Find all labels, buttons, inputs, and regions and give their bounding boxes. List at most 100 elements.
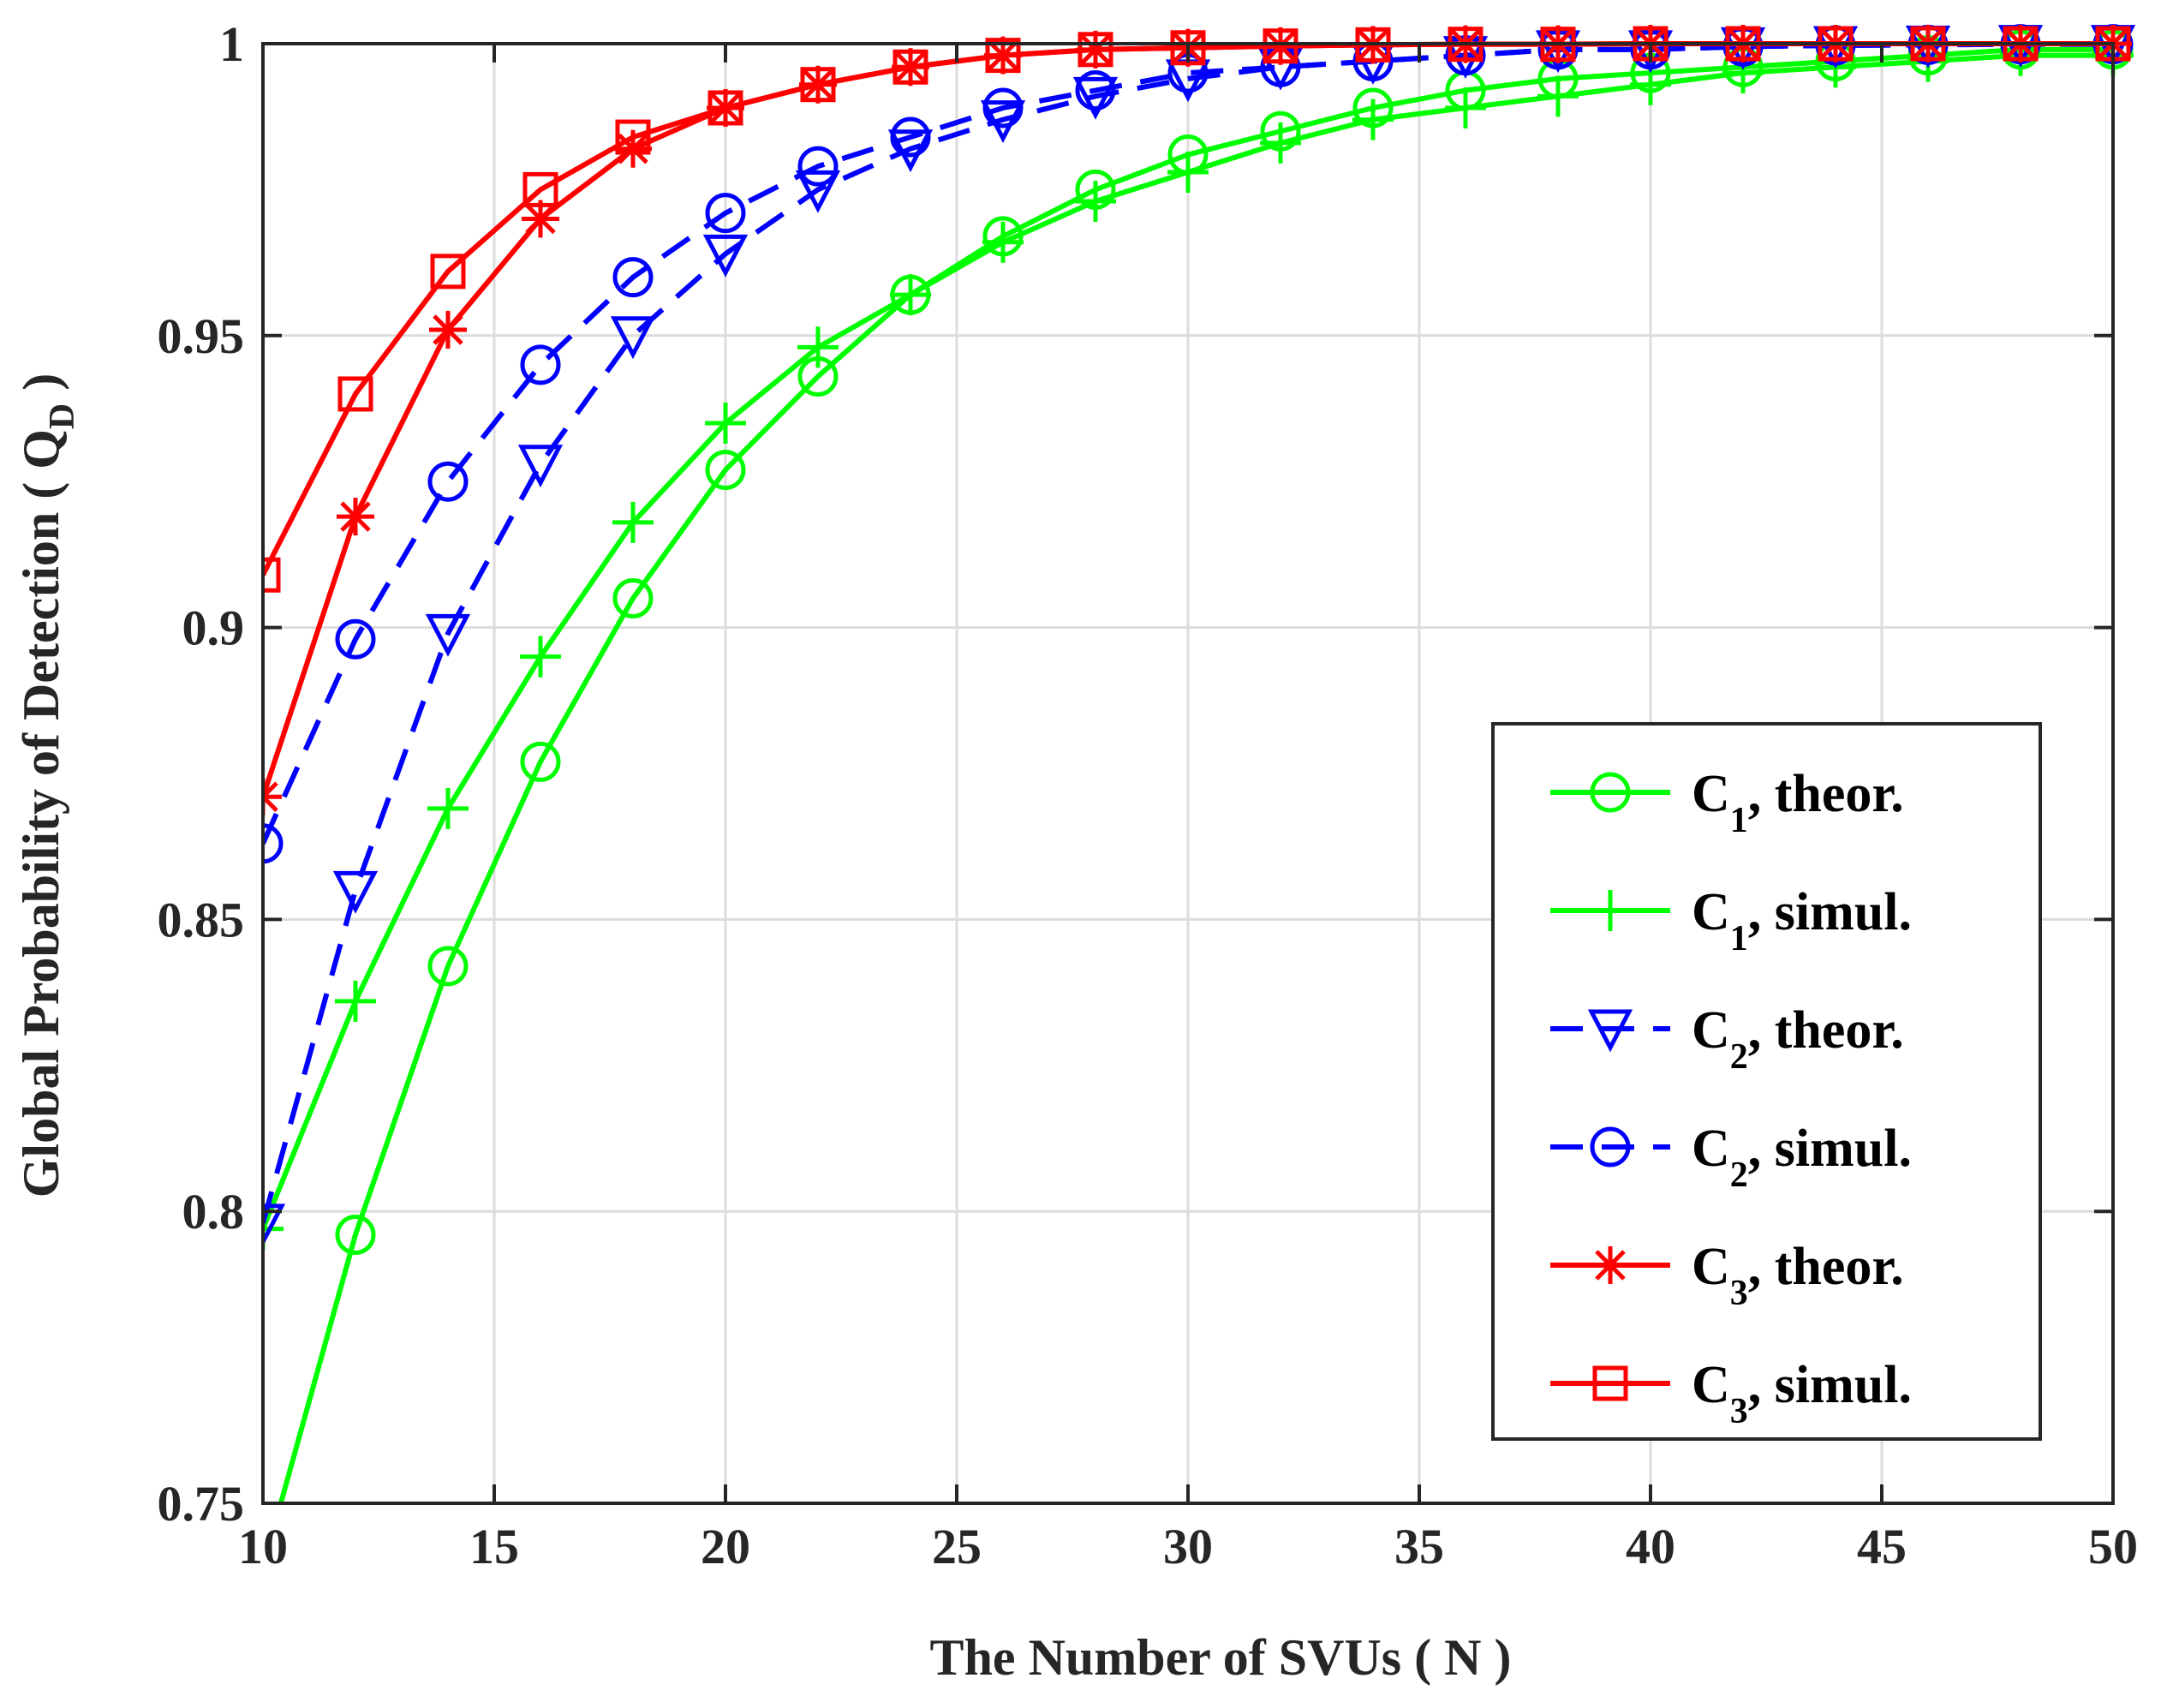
legend-label-sub: 3 <box>1730 1274 1748 1313</box>
data-point <box>425 613 471 657</box>
legend-label: C2, theor. <box>1692 1001 1904 1077</box>
legend-label-main: C <box>1692 1238 1730 1296</box>
legend-label-rest: , simul. <box>1748 1120 1912 1178</box>
x-tick-label: 40 <box>1626 1519 1675 1574</box>
legend-item-1: C1, theor. <box>1550 765 1904 840</box>
data-point <box>610 316 656 360</box>
tick-labels: 10 15 20 25 30 35 40 45 50 0.75 0.8 0.85 0.9 0.95 1 <box>158 16 2139 1574</box>
data-point <box>1170 30 1206 66</box>
data-point <box>615 119 651 155</box>
x-tick-label: 50 <box>2088 1519 2138 1574</box>
data-point <box>263 1203 286 1247</box>
data-point <box>705 193 746 234</box>
data-point <box>985 38 1021 74</box>
data-point <box>1537 75 1579 117</box>
legend-label-sub: 2 <box>1730 1037 1748 1077</box>
legend-item-3: C2, theor. <box>1550 1001 1904 1077</box>
data-point <box>429 310 467 349</box>
data-point <box>520 344 561 385</box>
y-tick-label: 0.75 <box>158 1476 245 1532</box>
legend-label: C1, simul. <box>1692 883 1912 959</box>
y-tick-label: 0.8 <box>182 1184 245 1239</box>
legend-label-sub: 2 <box>1730 1156 1748 1195</box>
y-tick-label: 0.95 <box>158 308 245 364</box>
legend-label-sub: 3 <box>1730 1392 1748 1431</box>
legend-marker <box>1590 890 1631 931</box>
x-axis-label: The Number of SVUs ( N ) <box>930 1629 1512 1686</box>
data-point <box>427 461 469 502</box>
data-point <box>520 636 561 678</box>
legend-label-main: C <box>1692 765 1730 823</box>
data-point <box>1072 76 1119 120</box>
legend-marker <box>1590 1126 1631 1168</box>
data-point <box>335 618 376 660</box>
legend-label: C3, simul. <box>1692 1356 1912 1431</box>
data-point <box>1075 181 1116 223</box>
data-point <box>337 498 374 536</box>
y-tick-label: 0.9 <box>182 600 245 656</box>
data-point <box>702 234 749 278</box>
data-point <box>800 67 836 103</box>
x-tick-label: 25 <box>932 1519 982 1574</box>
x-tick-label: 15 <box>469 1519 519 1574</box>
data-point <box>427 946 469 987</box>
data-point <box>797 326 839 368</box>
legend-items: C1, theor.C1, simul.C2, theor.C2, simul.… <box>1550 765 1912 1431</box>
x-tick-label: 30 <box>1163 1519 1213 1574</box>
data-point <box>335 980 376 1022</box>
legend-marker <box>1590 772 1631 813</box>
data-point <box>1263 28 1298 64</box>
legend-label-main: C <box>1692 1356 1730 1414</box>
legend-label-main: C <box>1692 1001 1730 1060</box>
data-point <box>797 146 839 187</box>
x-tick-label: 35 <box>1394 1519 1444 1574</box>
legend-label-main: C <box>1692 1120 1730 1178</box>
legend-label: C1, theor. <box>1692 765 1904 840</box>
legend-item-2: C1, simul. <box>1550 883 1912 959</box>
data-point <box>1167 151 1209 193</box>
data-point <box>430 254 466 290</box>
data-point <box>705 403 746 445</box>
x-tick-label: 10 <box>238 1519 288 1574</box>
data-point <box>427 787 469 829</box>
data-point <box>612 501 654 543</box>
legend-box <box>1491 722 2042 1441</box>
data-point <box>335 1214 376 1255</box>
data-point <box>795 170 841 213</box>
legend-marker <box>1592 1365 1628 1401</box>
legend-marker <box>1587 1009 1633 1053</box>
data-point <box>982 221 1024 263</box>
legend-label-sub: 1 <box>1730 919 1748 959</box>
legend-marker <box>1591 1246 1629 1284</box>
y-axis-label-main: Global Probability of Detection ( Q <box>13 429 69 1197</box>
data-point <box>522 171 558 207</box>
data-point <box>614 129 652 168</box>
x-tick-label: 20 <box>701 1519 750 1574</box>
data-point <box>1352 99 1394 140</box>
data-point <box>522 200 559 238</box>
data-point <box>263 557 281 593</box>
data-point <box>1078 32 1113 68</box>
legend-label-rest: , simul. <box>1748 883 1912 941</box>
y-tick-label: 1 <box>219 16 244 72</box>
data-point <box>892 49 928 85</box>
data-point <box>263 823 284 864</box>
data-point <box>1075 70 1116 111</box>
legend-label-rest: , theor. <box>1748 1238 1904 1296</box>
legend: C1, theor.C1, simul.C2, theor.C2, simul.… <box>1491 722 2042 1441</box>
legend-label-rest: , simul. <box>1748 1356 1912 1414</box>
data-point <box>890 274 931 316</box>
legend-label-rest: , theor. <box>1748 765 1904 823</box>
data-point <box>612 257 654 298</box>
data-point <box>332 870 379 914</box>
legend-label-sub: 1 <box>1730 801 1748 840</box>
x-tick-label: 45 <box>1857 1519 1907 1574</box>
legend-label-main: C <box>1692 883 1730 941</box>
data-point <box>982 87 1024 128</box>
y-axis-label: Global Probability of Detection ( QD ) <box>13 373 82 1198</box>
legend-label: C3, theor. <box>1692 1238 1904 1313</box>
y-axis-label-sub: D <box>43 403 82 429</box>
data-point <box>517 445 564 488</box>
legend-item-4: C2, simul. <box>1550 1120 1912 1195</box>
